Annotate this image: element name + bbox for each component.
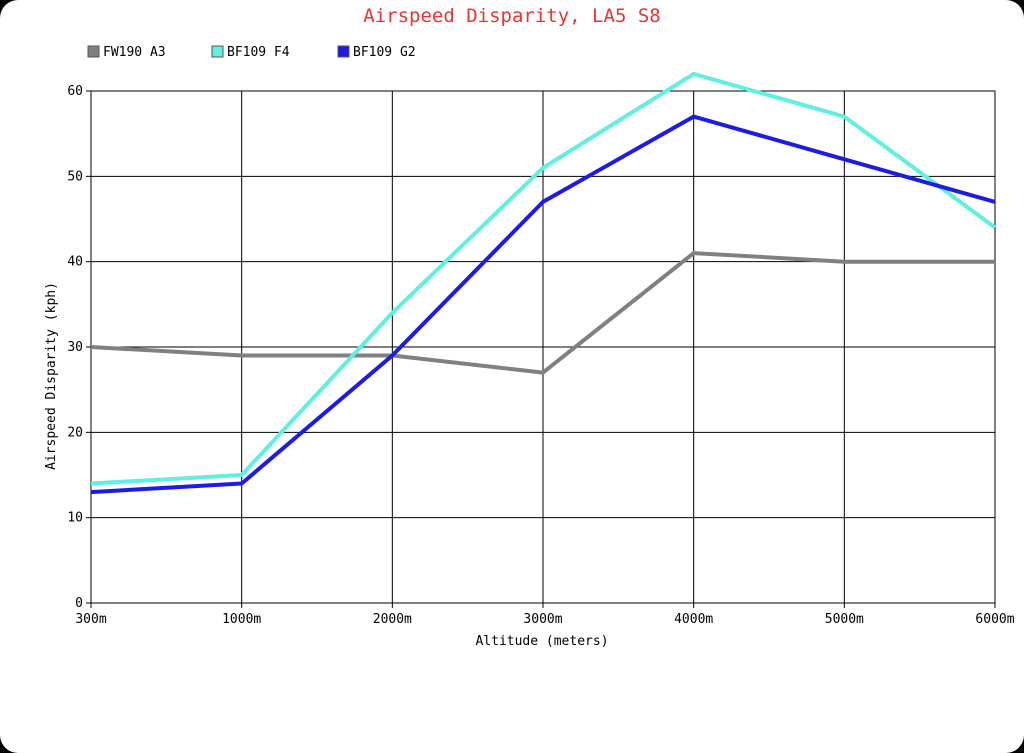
chart-title: Airspeed Disparity, LA5 S8	[363, 5, 660, 27]
series-line-3	[90, 114, 996, 495]
legend-label: FW190 A3	[103, 45, 166, 60]
x-tick-label: 6000m	[975, 612, 1014, 627]
y-tick-label: 50	[67, 169, 83, 184]
legend-item: BF109 F4	[211, 45, 290, 60]
x-tick-label: 1000m	[222, 612, 261, 627]
y-axis-ticks: 0 10 20 30 40 50 60	[67, 84, 91, 611]
y-tick-label: 0	[75, 596, 83, 611]
x-tick-label: 3000m	[523, 612, 562, 627]
x-axis-label: Altitude (meters)	[475, 634, 608, 649]
x-tick-label: 5000m	[825, 612, 864, 627]
y-tick-label: 40	[67, 255, 83, 270]
y-axis-label: Airspeed Disparity (kph)	[44, 282, 59, 470]
x-tick-label: 2000m	[373, 612, 412, 627]
series-layer	[90, 71, 997, 495]
x-tick-label: 300m	[75, 612, 106, 627]
legend-item: BF109 G2	[337, 45, 416, 60]
y-tick-label: 20	[67, 425, 83, 440]
legend-label: BF109 G2	[353, 45, 416, 60]
legend-swatch	[211, 45, 224, 58]
y-tick-label: 10	[67, 511, 83, 526]
series-line-2	[90, 71, 997, 486]
legend-swatch	[87, 45, 100, 58]
y-tick-label: 30	[67, 340, 83, 355]
legend-item: FW190 A3	[87, 45, 166, 60]
legend-swatch	[337, 45, 350, 58]
y-tick-label: 60	[67, 84, 83, 99]
x-tick-label: 4000m	[674, 612, 713, 627]
legend: FW190 A3 BF109 F4 BF109 G2	[87, 45, 416, 60]
legend-label: BF109 F4	[227, 45, 290, 60]
series-line-1	[90, 251, 995, 375]
x-axis-ticks: 300m 1000m 2000m 3000m 4000m 5000m 6000m	[75, 603, 1015, 627]
